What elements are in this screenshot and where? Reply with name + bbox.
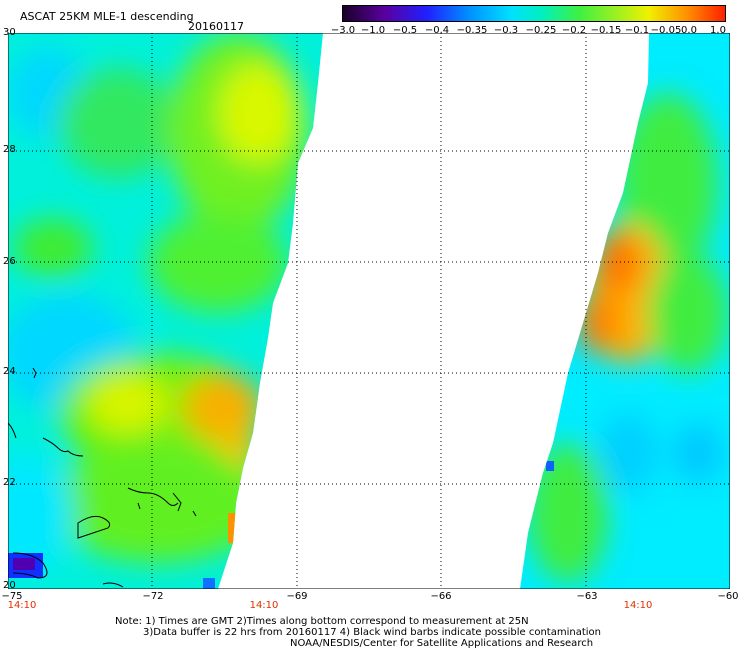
- lon-label: −63: [576, 591, 598, 602]
- lat-label: 26: [3, 256, 16, 267]
- time-label: 14:10: [623, 600, 653, 611]
- lat-label: 24: [3, 366, 16, 377]
- lon-label: −72: [142, 591, 164, 602]
- left-swath: [8, 33, 323, 589]
- map-title: ASCAT 25KM MLE-1 descending: [20, 10, 194, 23]
- lat-label: 20: [3, 580, 16, 591]
- lon-label: −75: [1, 591, 23, 602]
- coastlines: [8, 367, 197, 588]
- colorbar-label: −0.15: [590, 25, 622, 36]
- time-label: 14:10: [7, 600, 37, 611]
- colorbar-label: −0.35: [456, 25, 488, 36]
- wind-field-map: [8, 33, 730, 589]
- color-scale-bar: [342, 5, 726, 22]
- lat-label: 22: [3, 477, 16, 488]
- note-line: 3)Data buffer is 22 hrs from 20160117 4)…: [143, 627, 601, 638]
- lat-label: 30: [3, 27, 16, 38]
- right-swath: [520, 33, 730, 589]
- lat-lon-grid: [8, 33, 730, 589]
- time-label: 14:10: [249, 600, 279, 611]
- lon-label: −60: [717, 591, 739, 602]
- colorbar-label: 0.0: [681, 25, 697, 36]
- colorbar-label: −0.5: [392, 25, 418, 36]
- map-date: 20160117: [188, 20, 244, 33]
- colorbar-label: −0.05: [650, 25, 682, 36]
- colorbar-label: −3.0: [330, 25, 356, 36]
- credit-line: NOAA/NESDIS/Center for Satellite Applica…: [290, 638, 594, 649]
- lat-label: 28: [3, 144, 16, 155]
- colorbar-label: 1.0: [710, 25, 726, 36]
- lon-label: −69: [286, 591, 308, 602]
- colorbar-label: −0.2: [561, 25, 587, 36]
- colorbar-label: −0.1: [624, 25, 650, 36]
- lon-label: −66: [430, 591, 452, 602]
- colorbar-label: −1.0: [360, 25, 386, 36]
- colorbar-label: −0.25: [525, 25, 557, 36]
- colorbar-label: −0.4: [424, 25, 450, 36]
- colorbar-label: −0.3: [493, 25, 519, 36]
- note-line: Note: 1) Times are GMT 2)Times along bot…: [115, 616, 529, 627]
